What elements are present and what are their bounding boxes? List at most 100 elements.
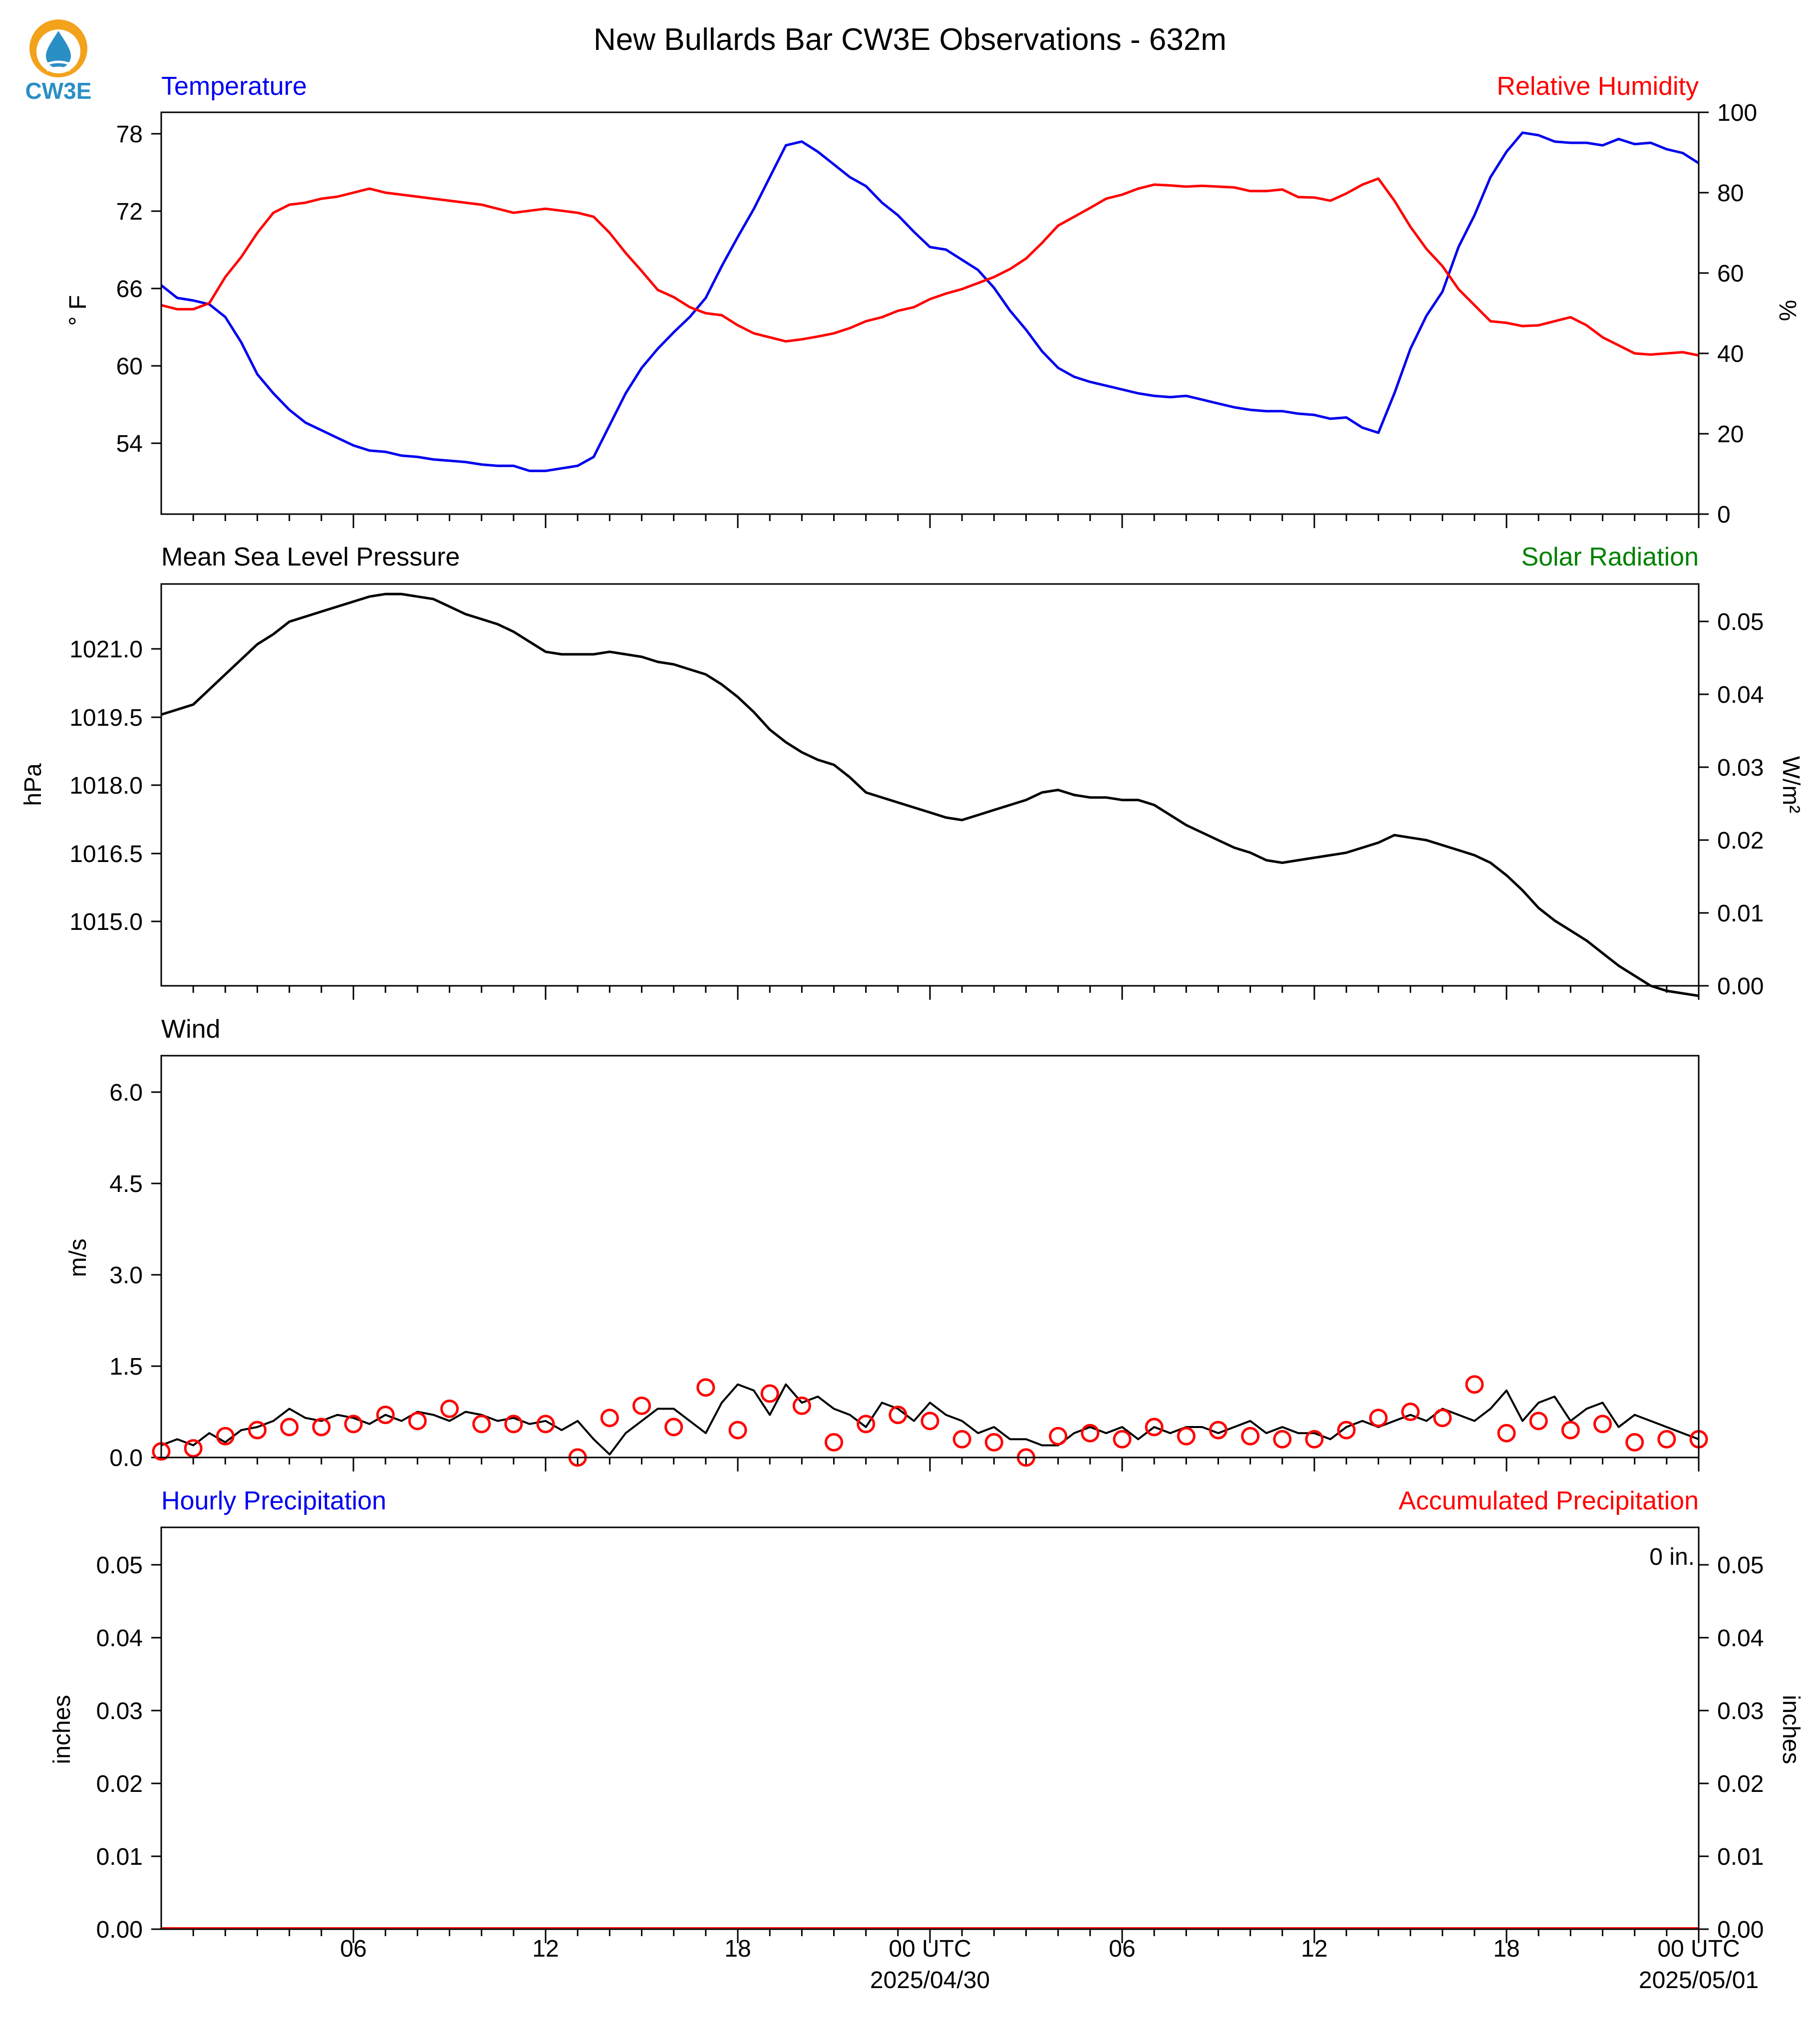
hourly-precip-title: Hourly Precipitation — [161, 1486, 386, 1515]
wind-gust-point — [1145, 1418, 1164, 1437]
pressure-tick: 1016.5 — [69, 841, 143, 868]
wind-title: Wind — [161, 1015, 220, 1044]
time-label: 12 — [532, 1936, 559, 1962]
wind-gust-point — [184, 1439, 203, 1458]
wind-gust-point — [696, 1378, 715, 1397]
pressure-unit: hPa — [20, 763, 46, 806]
temperature-tick: 78 — [116, 121, 143, 148]
wind-axis-ticks: 0.0 1.5 3.0 4.5 6.0 — [109, 1080, 161, 1471]
precip-tick: 0.01 — [1717, 1844, 1764, 1870]
wind-gust-point — [984, 1433, 1003, 1452]
wind-gust-point — [728, 1421, 747, 1440]
humidity-tick: 60 — [1717, 261, 1744, 287]
temperature-tick: 60 — [116, 353, 143, 380]
date-label: 2025/05/01 — [1639, 1967, 1759, 1994]
wind-gust-point — [1113, 1430, 1132, 1449]
solar-tick: 0.03 — [1717, 755, 1764, 781]
pressure-title: Mean Sea Level Pressure — [161, 543, 460, 572]
wind-gust-point — [344, 1415, 363, 1434]
solar-tick: 0.04 — [1717, 682, 1764, 708]
humidity-tick: 100 — [1717, 100, 1757, 126]
time-label: 18 — [1493, 1936, 1519, 1962]
time-axis-ticks — [192, 514, 1700, 528]
precip-tick: 0.04 — [1717, 1625, 1764, 1652]
wind-tick: 4.5 — [109, 1171, 143, 1197]
wind-unit: m/s — [65, 1238, 91, 1277]
wind-gust-point — [760, 1384, 779, 1403]
pressure-tick: 1018.0 — [69, 773, 143, 799]
temperature-series-line — [160, 131, 1700, 472]
wind-gust-point — [440, 1399, 459, 1418]
wind-gust-point — [1561, 1421, 1580, 1440]
wind-gust-point — [1209, 1421, 1227, 1440]
pressure-tick: 1021.0 — [69, 636, 143, 663]
precip-tick: 0.02 — [1717, 1771, 1764, 1797]
precip-tick: 0.04 — [96, 1625, 143, 1652]
wind-gust-point — [1529, 1412, 1548, 1431]
humidity-axis-ticks: 0 20 40 60 80 100 — [1699, 100, 1757, 528]
precip-tick: 0.05 — [96, 1552, 143, 1579]
temperature-title: Temperature — [161, 72, 307, 101]
cw3e-logo: CW3E — [25, 19, 92, 104]
wind-gust-point — [280, 1418, 299, 1437]
wind-plot-frame — [160, 1055, 1700, 1458]
wind-gust-point — [1497, 1424, 1516, 1443]
pressure-tick: 1019.5 — [69, 705, 143, 731]
humidity-tick: 80 — [1717, 180, 1744, 207]
wind-gust-point — [1049, 1427, 1068, 1446]
time-label: 00 UTC — [1657, 1936, 1740, 1962]
time-label: 00 UTC — [889, 1936, 971, 1962]
temperature-panel: Temperature Relative Humidity ° F % 78 7… — [65, 72, 1801, 528]
wind-gust-point — [216, 1427, 235, 1446]
solar-tick: 0.05 — [1717, 609, 1764, 635]
wind-tick: 0.0 — [109, 1445, 143, 1471]
wind-gust-point — [472, 1415, 491, 1434]
wind-gust-point — [792, 1396, 811, 1415]
solar-tick: 0.00 — [1717, 973, 1764, 1000]
wind-gust-point — [1241, 1427, 1260, 1446]
wind-gust-point — [312, 1418, 331, 1437]
logo-text: CW3E — [25, 78, 92, 104]
wind-gust-point — [920, 1412, 939, 1431]
temperature-axis-ticks: 78 72 66 60 54 — [116, 121, 161, 457]
humidity-title: Relative Humidity — [1497, 72, 1699, 101]
wind-gust-point — [1305, 1430, 1324, 1449]
time-axis-ticks — [192, 1457, 1700, 1471]
solar-axis-ticks: 0.00 0.01 0.02 0.03 0.04 0.05 — [1699, 609, 1764, 1000]
pressure-plot-frame — [160, 583, 1700, 987]
wind-gust-point — [1625, 1433, 1644, 1452]
time-label: 12 — [1301, 1936, 1327, 1962]
precip-tick: 0.02 — [96, 1771, 143, 1797]
wind-gust-point — [1273, 1430, 1292, 1449]
wind-gust-point — [1177, 1427, 1196, 1446]
wind-gust-point — [600, 1409, 619, 1428]
wind-gust-point — [1657, 1430, 1676, 1449]
time-label: 06 — [340, 1936, 366, 1962]
water-drop-icon — [46, 31, 71, 68]
precipitation-panel: Hourly Precipitation Accumulated Precipi… — [49, 1486, 1804, 1994]
pressure-panel: Mean Sea Level Pressure Solar Radiation … — [20, 543, 1804, 1000]
temperature-tick: 72 — [116, 199, 143, 225]
accum-precip-title: Accumulated Precipitation — [1399, 1486, 1699, 1515]
wind-gust-point — [408, 1412, 427, 1431]
precip-tick: 0.00 — [96, 1917, 143, 1943]
time-label: 06 — [1109, 1936, 1135, 1962]
accum-total-label: 0 in. — [1649, 1544, 1695, 1570]
wind-tick: 3.0 — [109, 1262, 143, 1289]
wind-gust-point — [248, 1421, 267, 1440]
wind-gust-point — [1593, 1415, 1612, 1434]
wind-gust-point — [889, 1406, 908, 1425]
precip-tick: 0.03 — [96, 1698, 143, 1725]
time-axis-ticks — [192, 986, 1700, 1000]
precip-tick: 0.00 — [1717, 1917, 1764, 1943]
wind-gust-point — [825, 1433, 843, 1452]
solar-title: Solar Radiation — [1521, 543, 1699, 572]
pressure-tick: 1015.0 — [69, 909, 143, 935]
temperature-unit: ° F — [65, 295, 91, 326]
time-axis-labels: 06 12 18 00 UTC 2025/04/30 06 12 18 00 UTC 2025/0… — [340, 1936, 1759, 1994]
wind-gust-point — [504, 1415, 523, 1434]
hourly-precip-unit: inches — [49, 1695, 75, 1764]
humidity-tick: 40 — [1717, 341, 1744, 367]
figure-title: New Bullards Bar CW3E Observations - 632… — [594, 22, 1226, 57]
